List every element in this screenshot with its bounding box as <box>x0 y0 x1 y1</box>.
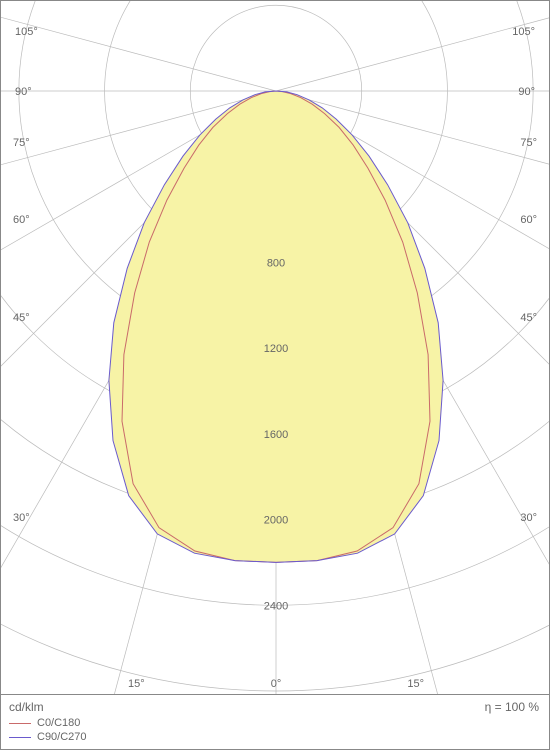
legend-label-c90: C90/C270 <box>37 731 87 743</box>
svg-text:15°: 15° <box>128 678 145 690</box>
legend: C0/C180 C90/C270 <box>9 715 87 743</box>
svg-text:0°: 0° <box>271 678 282 690</box>
legend-item-c90: C90/C270 <box>9 731 87 743</box>
legend-label-c0: C0/C180 <box>37 717 80 729</box>
svg-text:30°: 30° <box>520 512 537 524</box>
svg-text:2000: 2000 <box>264 515 288 527</box>
svg-text:1600: 1600 <box>264 429 288 441</box>
photometric-polar-chart: 800 1200 1600 2000 2400 105° 105° 90° 90° 75° 75° 6… <box>0 0 550 750</box>
legend-swatch-c0 <box>9 723 31 724</box>
legend-item-c0: C0/C180 <box>9 717 87 729</box>
svg-text:45°: 45° <box>13 312 30 324</box>
svg-text:90°: 90° <box>15 86 32 98</box>
svg-text:15°: 15° <box>407 678 424 690</box>
svg-text:105°: 105° <box>512 26 535 38</box>
svg-text:800: 800 <box>267 257 285 269</box>
chart-footer: cd/klm η = 100 % C0/C180 C90/C270 <box>1 694 549 749</box>
unit-label: cd/klm <box>9 700 44 714</box>
svg-text:30°: 30° <box>13 512 30 524</box>
legend-swatch-c90 <box>9 737 31 738</box>
svg-text:60°: 60° <box>520 214 537 226</box>
svg-text:60°: 60° <box>13 214 30 226</box>
svg-text:90°: 90° <box>518 86 535 98</box>
efficiency-label: η = 100 % <box>485 700 539 714</box>
svg-text:45°: 45° <box>520 312 537 324</box>
polar-plot-svg: 800 1200 1600 2000 2400 105° 105° 90° 90° 75° 75° 6… <box>1 1 549 694</box>
svg-text:75°: 75° <box>13 137 30 149</box>
svg-text:2400: 2400 <box>264 600 288 612</box>
svg-text:105°: 105° <box>15 26 38 38</box>
svg-text:1200: 1200 <box>264 343 288 355</box>
svg-text:75°: 75° <box>520 137 537 149</box>
